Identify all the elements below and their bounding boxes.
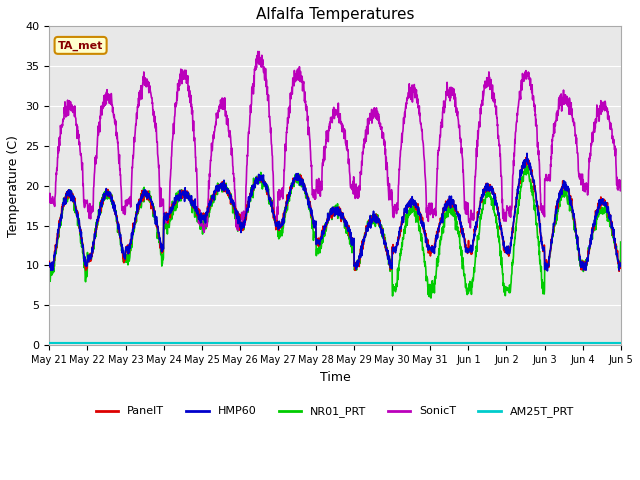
Text: TA_met: TA_met [58,40,103,50]
Title: Alfalfa Temperatures: Alfalfa Temperatures [256,7,414,22]
Y-axis label: Temperature (C): Temperature (C) [7,135,20,237]
X-axis label: Time: Time [319,371,350,384]
Legend: PanelT, HMP60, NR01_PRT, SonicT, AM25T_PRT: PanelT, HMP60, NR01_PRT, SonicT, AM25T_P… [92,402,579,422]
